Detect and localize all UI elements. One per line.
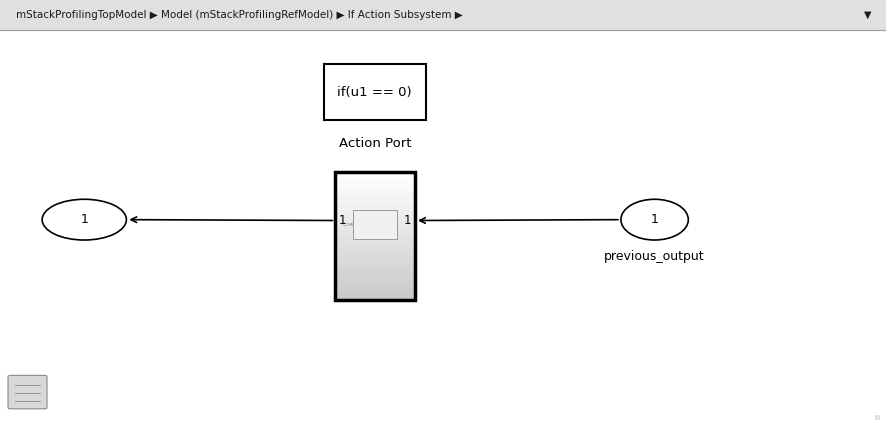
Bar: [335, 194, 415, 197]
Text: III: III: [874, 415, 880, 421]
Bar: [353, 210, 396, 239]
Bar: [335, 268, 415, 272]
Bar: [335, 191, 415, 194]
Bar: [335, 204, 415, 207]
Ellipse shape: [620, 199, 688, 240]
Bar: [335, 217, 415, 220]
Bar: [335, 287, 415, 291]
Bar: [335, 227, 415, 230]
Bar: [335, 294, 415, 297]
Text: ▼: ▼: [863, 10, 870, 20]
Bar: [335, 233, 415, 236]
Bar: [335, 284, 415, 287]
Bar: [335, 184, 415, 188]
Bar: [335, 291, 415, 294]
Bar: [335, 278, 415, 281]
Text: 1: 1: [338, 214, 346, 227]
Bar: [335, 188, 415, 191]
Bar: [335, 275, 415, 278]
Bar: [335, 239, 415, 242]
Bar: [335, 214, 415, 217]
Bar: [335, 223, 415, 227]
Bar: [335, 265, 415, 268]
Bar: [335, 172, 415, 175]
Bar: [323, 64, 425, 120]
Bar: [0, 0, 886, 30]
Bar: [335, 252, 415, 255]
Bar: [335, 201, 415, 204]
Text: Action Port: Action Port: [338, 137, 410, 150]
Bar: [335, 255, 415, 258]
Bar: [335, 249, 415, 252]
Bar: [335, 197, 415, 201]
Bar: [335, 272, 415, 275]
Ellipse shape: [43, 199, 126, 240]
Bar: [335, 172, 415, 300]
Text: previous_output: previous_output: [603, 250, 704, 263]
Bar: [335, 242, 415, 245]
Bar: [335, 258, 415, 262]
Bar: [335, 245, 415, 249]
Text: if(u1 == 0): if(u1 == 0): [337, 86, 412, 99]
Text: 1: 1: [81, 213, 88, 226]
Bar: [335, 236, 415, 239]
FancyBboxPatch shape: [8, 375, 47, 409]
Bar: [335, 230, 415, 233]
Bar: [335, 281, 415, 284]
Bar: [335, 207, 415, 210]
Text: mStackProfilingTopModel ▶ Model (mStackProfilingRefModel) ▶ If Action Subsystem : mStackProfilingTopModel ▶ Model (mStackP…: [16, 10, 462, 20]
Bar: [335, 175, 415, 178]
Bar: [335, 181, 415, 184]
Bar: [335, 178, 415, 181]
Bar: [335, 210, 415, 214]
Bar: [335, 220, 415, 223]
Bar: [335, 262, 415, 265]
Text: 1: 1: [650, 213, 657, 226]
Text: 1: 1: [404, 214, 411, 227]
Bar: [335, 297, 415, 300]
